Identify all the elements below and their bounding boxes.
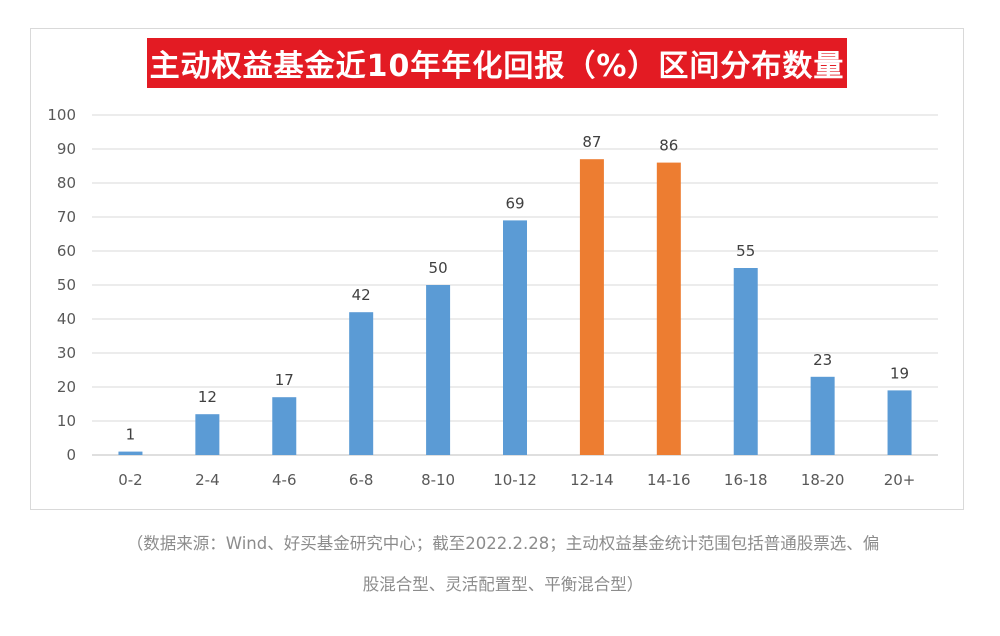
bar-8-10	[426, 285, 451, 455]
y-tick-label: 50	[57, 276, 76, 294]
y-axis: 0 10 20 30 40 50 60 70 80 90 100	[47, 106, 76, 464]
data-label-8-10: 50	[429, 259, 448, 277]
y-tick-label: 30	[57, 344, 76, 362]
y-tick-label: 0	[66, 446, 76, 464]
x-tick-label-6-8: 6-8	[349, 471, 374, 489]
data-labels: 1 12 17 42 50 69 87 86 55 23 19	[126, 133, 909, 443]
bar-18-20	[810, 376, 835, 455]
y-tick-label: 20	[57, 378, 76, 396]
x-tick-label-12-14: 12-14	[570, 471, 614, 489]
data-label-6-8: 42	[352, 286, 371, 304]
data-label-0-2: 1	[126, 426, 136, 444]
y-tick-label: 70	[57, 208, 76, 226]
y-tick-label: 40	[57, 310, 76, 328]
x-tick-label-16-18: 16-18	[724, 471, 768, 489]
x-tick-label-18-20: 18-20	[801, 471, 845, 489]
bar-4-6	[272, 397, 297, 455]
x-tick-label-4-6: 4-6	[272, 471, 297, 489]
y-tick-label: 90	[57, 140, 76, 158]
x-tick-label-2-4: 2-4	[195, 471, 220, 489]
x-tick-label-10-12: 10-12	[493, 471, 537, 489]
y-tick-label: 60	[57, 242, 76, 260]
bar-16-18	[733, 268, 758, 455]
data-label-18-20: 23	[813, 351, 832, 369]
data-label-12-14: 87	[582, 133, 601, 151]
data-label-2-4: 12	[198, 388, 217, 406]
data-label-14-16: 86	[659, 137, 678, 155]
bar-14-16	[656, 162, 681, 455]
data-label-10-12: 69	[505, 194, 524, 212]
bar-2-4	[195, 414, 220, 455]
x-tick-label-14-16: 14-16	[647, 471, 691, 489]
chart-title: 主动权益基金近10年年化回报（%）区间分布数量	[147, 38, 847, 88]
x-axis: 0-2 2-4 4-6 6-8 8-10 10-12 12-14 14-16 16-18 18-2…	[118, 471, 915, 489]
bar-6-8	[349, 312, 374, 455]
chart-frame	[30, 28, 964, 510]
data-label-4-6: 17	[275, 371, 294, 389]
source-footnote-line-1: （数据来源：Wind、好买基金研究中心；截至2022.2.28；主动权益基金统计…	[126, 534, 880, 553]
data-label-20+: 19	[890, 364, 909, 382]
bar-0-2	[118, 451, 143, 455]
data-label-16-18: 55	[736, 242, 755, 260]
y-tick-label: 100	[47, 106, 76, 124]
x-tick-label-20+: 20+	[884, 471, 916, 489]
bar-10-12	[503, 220, 527, 455]
bar-20+	[887, 390, 912, 455]
source-footnote-line-2: 股混合型、灵活配置型、平衡混合型）	[362, 575, 644, 594]
x-tick-label-0-2: 0-2	[118, 471, 143, 489]
x-tick-label-8-10: 8-10	[421, 471, 455, 489]
bar-12-14	[579, 159, 604, 455]
bars	[118, 159, 912, 455]
y-tick-label: 80	[57, 174, 76, 192]
y-tick-label: 10	[57, 412, 76, 430]
